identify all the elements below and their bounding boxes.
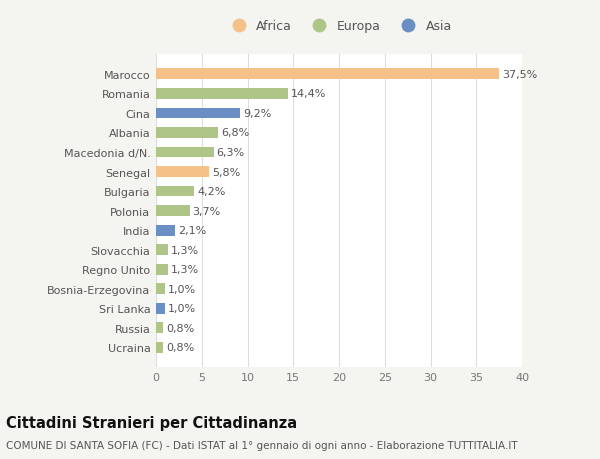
Bar [156, 303, 165, 314]
Text: 37,5%: 37,5% [502, 70, 537, 79]
Bar [156, 167, 209, 178]
Text: Cittadini Stranieri per Cittadinanza: Cittadini Stranieri per Cittadinanza [6, 415, 297, 431]
Text: 14,4%: 14,4% [290, 89, 326, 99]
Bar [156, 108, 240, 119]
Bar [156, 69, 499, 80]
Text: 2,1%: 2,1% [178, 226, 206, 235]
Text: 3,7%: 3,7% [193, 206, 221, 216]
Bar [156, 342, 163, 353]
Text: 6,8%: 6,8% [221, 128, 249, 138]
Bar [156, 128, 218, 139]
Bar [156, 147, 214, 158]
Bar [156, 284, 165, 295]
Text: 1,0%: 1,0% [168, 284, 196, 294]
Text: 5,8%: 5,8% [212, 167, 240, 177]
Text: 4,2%: 4,2% [197, 187, 226, 196]
Bar [156, 323, 163, 334]
Bar [156, 89, 288, 100]
Bar [156, 206, 190, 217]
Text: 1,0%: 1,0% [168, 304, 196, 313]
Text: 0,8%: 0,8% [166, 323, 194, 333]
Bar [156, 264, 168, 275]
Text: 9,2%: 9,2% [243, 109, 271, 118]
Bar [156, 225, 175, 236]
Bar [156, 245, 168, 256]
Text: COMUNE DI SANTA SOFIA (FC) - Dati ISTAT al 1° gennaio di ogni anno - Elaborazion: COMUNE DI SANTA SOFIA (FC) - Dati ISTAT … [6, 440, 518, 450]
Text: 6,3%: 6,3% [217, 148, 245, 157]
Text: 1,3%: 1,3% [170, 265, 199, 274]
Text: 1,3%: 1,3% [170, 245, 199, 255]
Text: 0,8%: 0,8% [166, 343, 194, 353]
Bar [156, 186, 194, 197]
Legend: Africa, Europa, Asia: Africa, Europa, Asia [223, 17, 455, 36]
